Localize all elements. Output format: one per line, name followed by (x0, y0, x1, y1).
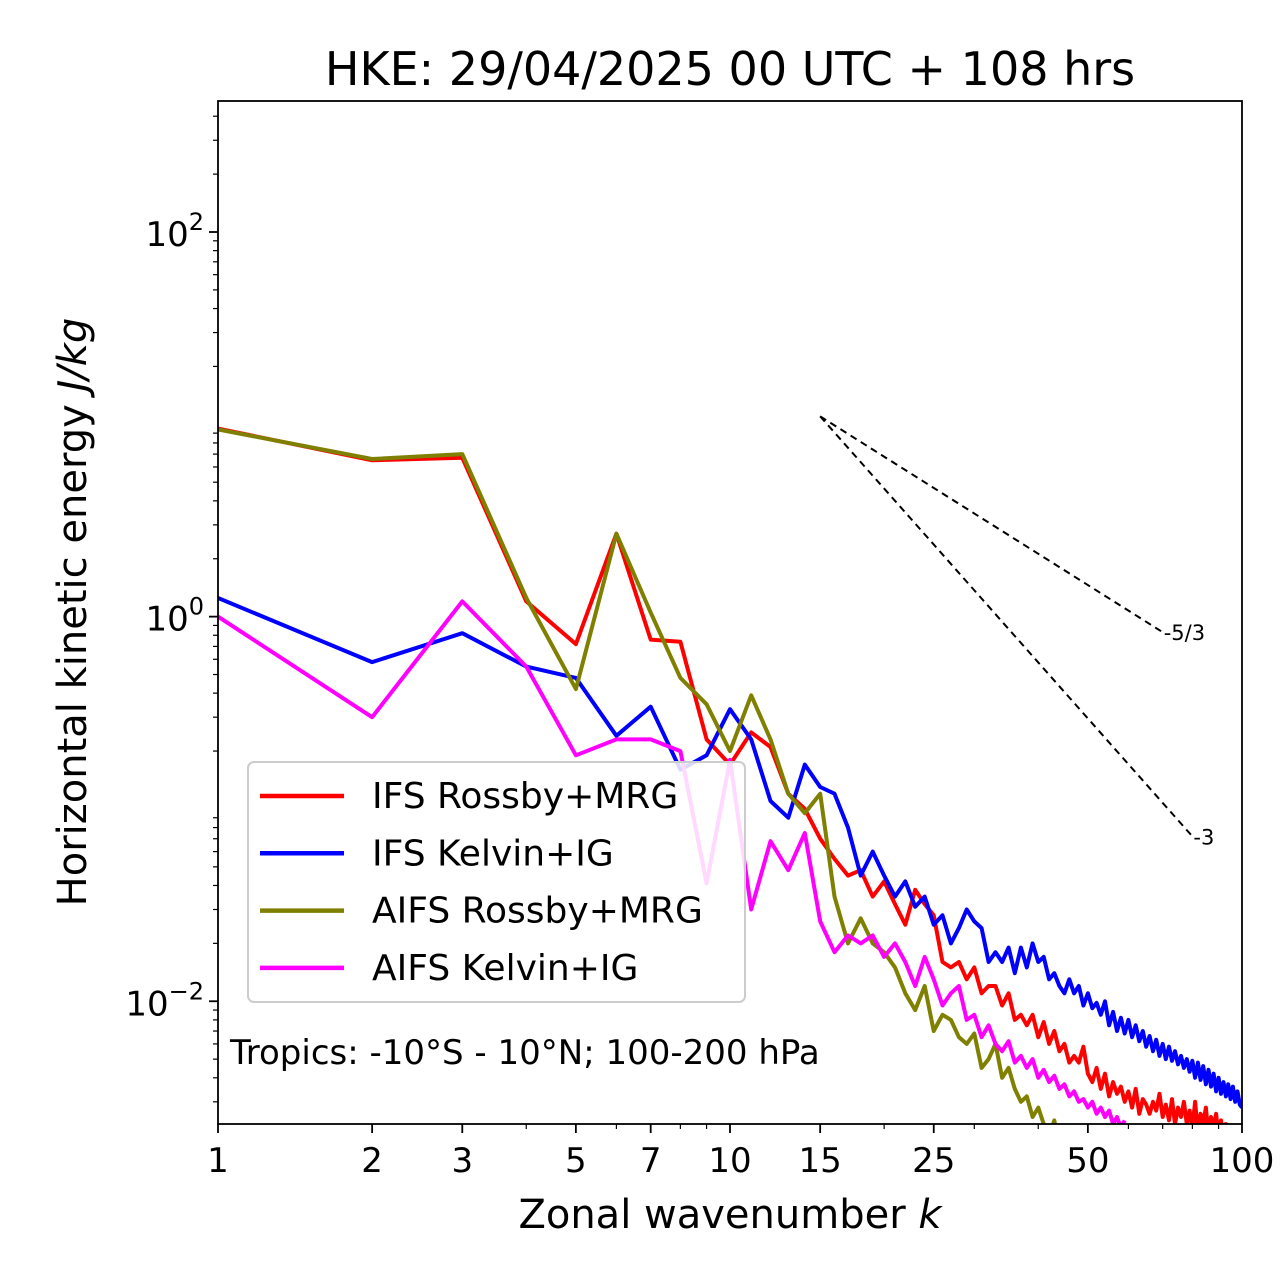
reference-slopes (819, 415, 1194, 838)
x-tick-label: 5 (565, 1141, 587, 1181)
y-axis-label: Horizontal kinetic energy J/kg (50, 318, 96, 907)
x-ticks: 1 2 3 5 7 10 15 25 50 100 (207, 1124, 1274, 1181)
slope-line (819, 415, 1164, 634)
series-line (218, 426, 1228, 1124)
legend-label: IFS Kelvin+IG (372, 833, 614, 874)
y-tick-label: 100 (145, 593, 204, 640)
x-tick-label: 15 (799, 1141, 842, 1181)
x-tick-label: 7 (640, 1141, 662, 1181)
x-tick-label: 25 (912, 1141, 955, 1181)
series-line (218, 596, 1242, 1109)
x-tick-label: 10 (708, 1141, 751, 1181)
region-annotation: Tropics: -10°S - 10°N; 100-200 hPa (229, 1033, 820, 1073)
slope-label: -5/3 (1164, 621, 1205, 645)
legend-label: IFS Rossby+MRG (372, 776, 678, 817)
plot-frame (217, 100, 1243, 1125)
x-tick-label: 3 (451, 1141, 473, 1181)
reference-slope-labels: -5/3 -3 (1164, 621, 1215, 849)
legend-label: AIFS Kelvin+IG (372, 948, 638, 989)
y-tick-label: 10−2 (125, 977, 204, 1024)
series-line (218, 427, 1058, 1124)
y-tick-label: 102 (145, 208, 204, 255)
x-tick-label: 50 (1066, 1141, 1109, 1181)
y-ticks: 10−2 100 102 (125, 208, 218, 1024)
x-tick-label: 2 (361, 1141, 383, 1181)
legend: IFS Rossby+MRG IFS Kelvin+IG AIFS Rossby+M… (247, 761, 746, 1003)
slope-line (819, 415, 1194, 838)
x-axis-label: Zonal wavenumber k (518, 1192, 943, 1238)
chart-title: HKE: 29/04/2025 00 UTC + 108 hrs (325, 42, 1135, 96)
slope-label: -3 (1193, 825, 1214, 849)
x-tick-label: 1 (207, 1141, 229, 1181)
legend-box (247, 761, 746, 1003)
x-tick-label: 100 (1210, 1141, 1275, 1181)
legend-label: AIFS Rossby+MRG (372, 891, 703, 932)
